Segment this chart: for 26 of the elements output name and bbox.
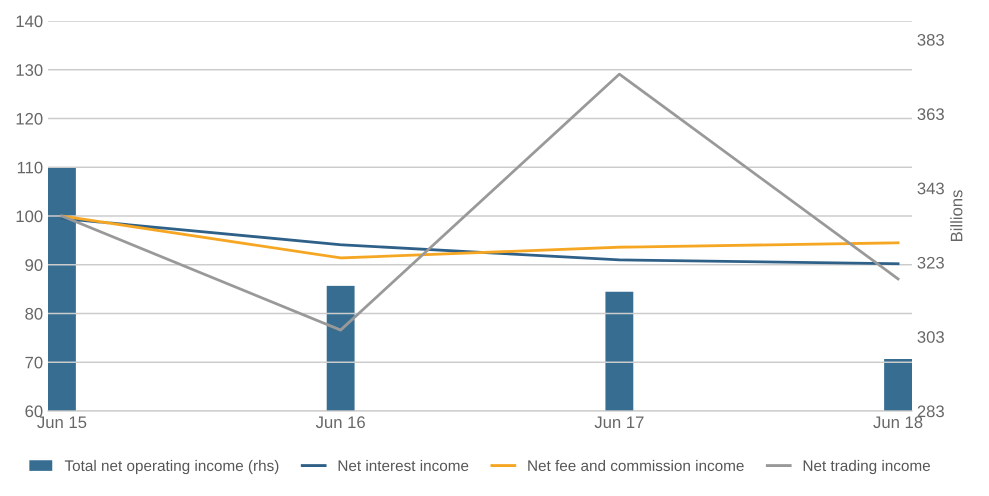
y-tick-label: 70 (25, 356, 42, 368)
y-tick-label: 80 (25, 308, 42, 320)
y2-tick-label: 383 (917, 34, 944, 46)
y-tick-label: 100 (16, 210, 42, 222)
legend-label: Net interest income (338, 460, 468, 472)
y-tick-label: 110 (18, 162, 42, 174)
line-series (60, 72, 900, 332)
y2-tick-label: 303 (917, 331, 944, 343)
y-tick-label: 140 (16, 15, 42, 28)
y2-tick-label: 343 (917, 182, 944, 194)
x-tick-label: Jun 17 (594, 416, 644, 428)
x-tick-label: Jun 15 (37, 416, 86, 428)
y-tick-label: 90 (25, 259, 42, 271)
y2-axis-title: Billions (950, 190, 962, 242)
y-tick-label: 120 (16, 112, 42, 125)
x-tick-label: Jun 18 (873, 416, 922, 428)
legend-label: Net trading income (804, 460, 930, 474)
legend-label: Net fee and commission income (528, 460, 744, 472)
y2-tick-label: 363 (917, 108, 944, 120)
x-tick-label: Jun 16 (316, 416, 365, 428)
y-tick-label: 130 (16, 64, 42, 76)
y-tick-label: 60 (25, 405, 42, 418)
y2-tick-label: 323 (917, 256, 944, 269)
legend-label: Total net operating income (rhs) (64, 460, 278, 474)
y2-tick-label: 283 (918, 405, 944, 418)
line-series (60, 214, 900, 260)
